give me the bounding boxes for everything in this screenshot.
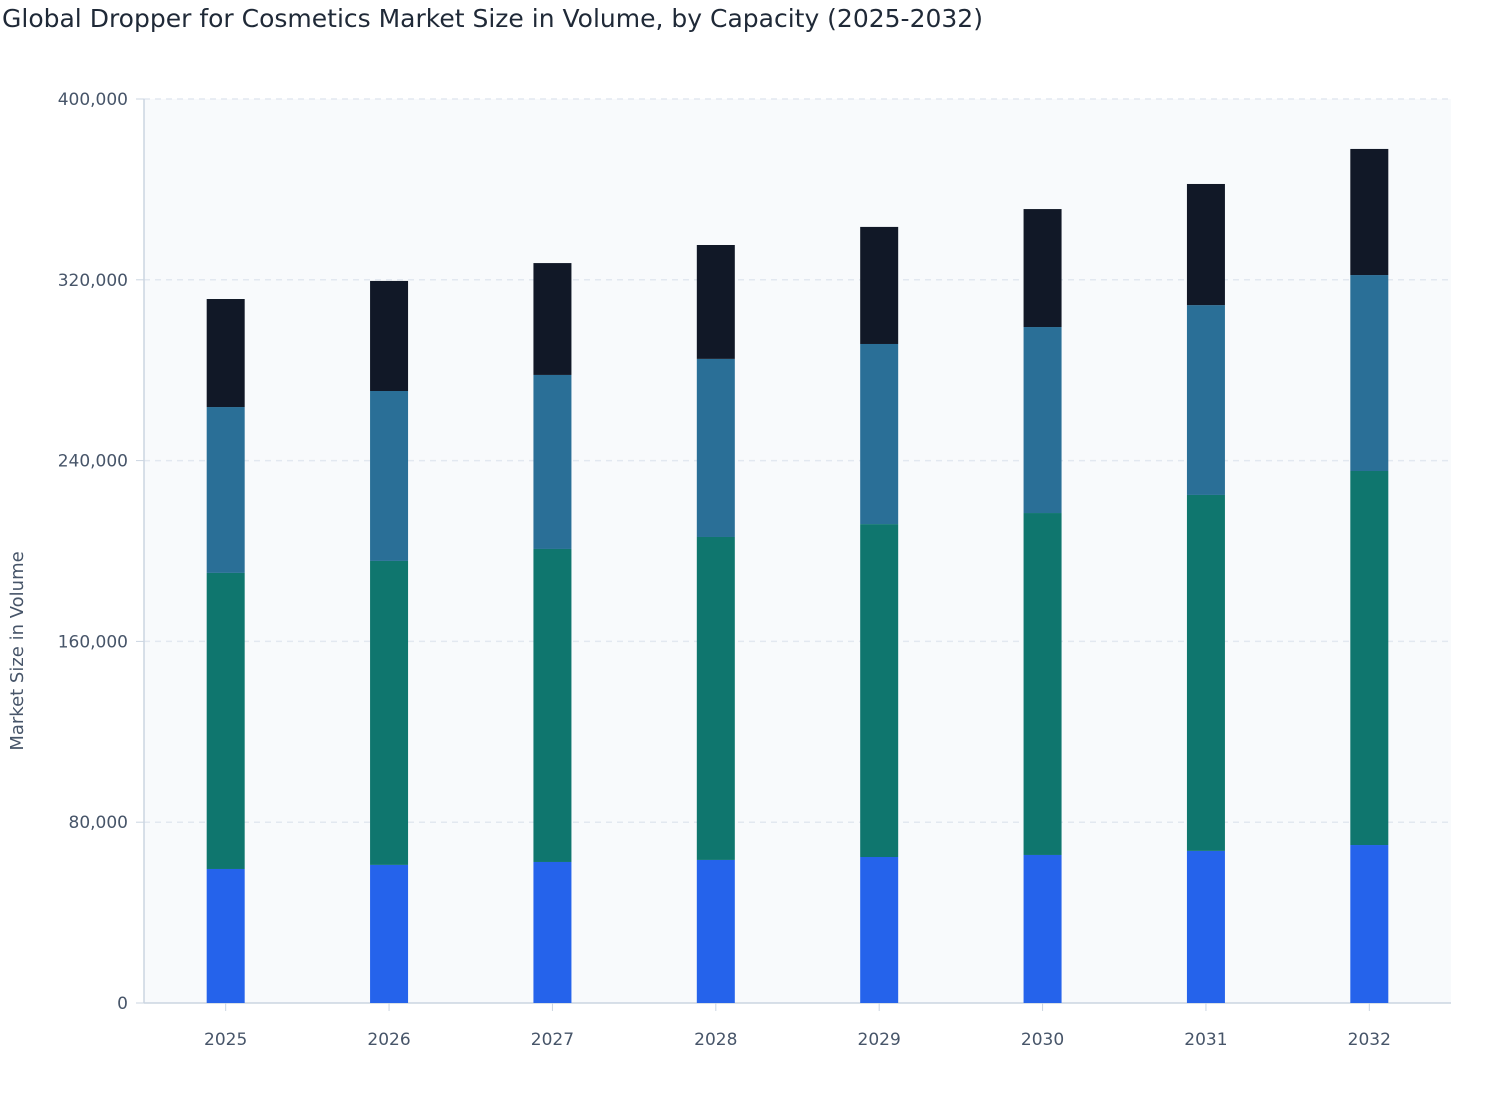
bar-segment-2026-2 (370, 390, 409, 561)
bar-segment-2027-2 (533, 374, 572, 549)
y-tick-label: 80,000 (69, 813, 128, 833)
bar-segment-2031-3 (1186, 183, 1225, 306)
bar-segment-2030-1 (1023, 513, 1062, 855)
y-tick-label: 160,000 (58, 632, 128, 652)
bar-segment-2029-1 (860, 524, 899, 858)
bar-segment-2031-0 (1186, 850, 1225, 1003)
bar-segment-2028-2 (696, 358, 735, 537)
x-tick-label: 2032 (1348, 1030, 1391, 1050)
plot-area (144, 99, 1451, 1003)
y-tick-label: 400,000 (58, 90, 128, 110)
bar-segment-2030-0 (1023, 854, 1062, 1003)
bar-segment-2029-3 (860, 226, 899, 344)
bar-segment-2027-3 (533, 263, 572, 375)
x-tick-label: 2028 (694, 1030, 737, 1050)
x-tick-label: 2026 (367, 1030, 410, 1050)
bar-segment-2032-3 (1350, 148, 1389, 276)
bar-segment-2025-0 (206, 868, 245, 1003)
x-tick-label: 2031 (1184, 1030, 1227, 1050)
bar-segment-2025-2 (206, 407, 245, 573)
bar-segment-2026-0 (370, 864, 409, 1003)
bar-segment-2026-1 (370, 560, 409, 865)
bar-segment-2031-2 (1186, 305, 1225, 495)
bar-segment-2028-0 (696, 859, 735, 1003)
bar-segment-2029-0 (860, 857, 899, 1003)
bar-segment-2032-0 (1350, 845, 1389, 1003)
bar-segment-2025-1 (206, 572, 245, 869)
y-tick-label: 320,000 (58, 271, 128, 291)
bar-segment-2032-2 (1350, 275, 1389, 471)
bar-segment-2031-1 (1186, 494, 1225, 851)
bar-segment-2028-3 (696, 244, 735, 359)
x-tick-label: 2030 (1021, 1030, 1064, 1050)
chart-title: Global Dropper for Cosmetics Market Size… (2, 4, 983, 33)
y-tick-label: 0 (117, 994, 128, 1014)
bar-segment-2028-1 (696, 536, 735, 860)
bar-segment-2027-1 (533, 548, 572, 862)
x-tick-label: 2025 (204, 1030, 247, 1050)
bar-segment-2030-2 (1023, 327, 1062, 514)
bar-segment-2029-2 (860, 343, 899, 525)
y-tick-label: 240,000 (58, 452, 128, 472)
bar-segment-2032-1 (1350, 470, 1389, 846)
y-axis-label: Market Size in Volume (7, 551, 28, 750)
bar-segment-2026-3 (370, 280, 409, 391)
x-tick-label: 2027 (531, 1030, 574, 1050)
bar-segment-2025-3 (206, 299, 245, 408)
bar-segment-2030-3 (1023, 209, 1062, 328)
x-tick-label: 2029 (858, 1030, 901, 1050)
bar-segment-2027-0 (533, 861, 572, 1003)
